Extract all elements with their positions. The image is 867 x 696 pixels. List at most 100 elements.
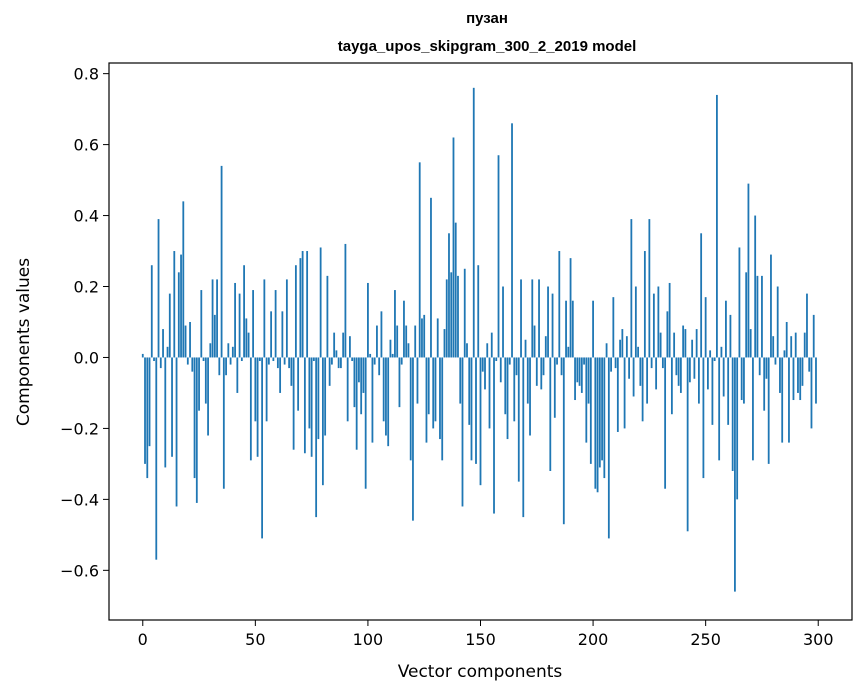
bar [623,357,626,429]
bar [310,357,313,457]
bar [571,300,574,358]
bar [698,357,700,404]
bar [389,339,392,358]
bar [355,357,358,450]
bar [351,357,354,362]
bar [346,357,349,422]
bar [308,357,311,429]
bar [810,357,813,429]
bar [470,357,473,461]
bar [340,357,342,369]
bar [632,357,635,397]
bar [711,357,714,425]
bar [502,286,504,358]
bar [409,357,412,461]
bar [725,300,727,358]
bar [578,357,581,386]
bar [216,279,218,358]
bar [589,357,592,464]
bar [594,357,597,489]
bar [634,286,637,358]
bar [504,357,507,415]
bar [204,357,207,404]
bar [551,293,554,358]
bar [657,286,660,358]
bar [157,219,160,358]
bar [729,314,732,358]
bar [394,290,396,358]
bar [646,357,649,404]
bar [337,357,340,369]
bar [716,94,718,358]
bar [661,357,664,369]
chart-title-line1: пузан [466,10,508,27]
bar [520,279,522,358]
bar [770,254,772,358]
bar [790,336,793,358]
bar [792,357,795,401]
bar [344,243,347,358]
bar [763,357,766,411]
bar [452,137,455,358]
bar [799,357,802,401]
bar [704,297,707,358]
bar [803,332,806,358]
bar [303,357,306,454]
bar [245,318,248,358]
bar [585,357,588,443]
bar [535,357,538,386]
bar [524,339,527,358]
bar [776,286,779,358]
bar [547,286,549,358]
bar [207,357,209,436]
bar [731,357,734,471]
bar [511,123,513,358]
bar [376,325,378,358]
bar [774,357,777,365]
bar [702,357,705,479]
bar [364,357,367,489]
bar [439,357,441,440]
bar [490,332,493,358]
bar [434,357,437,422]
bar [367,282,369,358]
bar [225,357,227,376]
bar [576,357,579,383]
bar [727,357,730,425]
bar [675,357,678,376]
bar [297,357,300,411]
bar [267,357,270,365]
bar [639,357,642,386]
bar [292,357,295,450]
x-tick-label: 100 [353,630,384,649]
bar [625,336,628,358]
bar [522,357,525,518]
bar [274,290,277,358]
bar [159,357,162,369]
bar [592,300,594,358]
bar [815,357,817,404]
bar [758,357,761,376]
bar [808,357,811,372]
bar [186,357,189,365]
bar [443,329,446,358]
bar [240,357,243,362]
bar [493,357,495,514]
bar [432,357,435,429]
bar [283,357,286,365]
bar [630,219,633,358]
y-tick-label: 0.0 [74,348,99,367]
bar [540,357,543,390]
bar [574,357,576,401]
bar [177,272,180,358]
bar [513,357,516,422]
bar [321,357,324,486]
bar [202,357,205,362]
bar [254,357,257,422]
bar [607,357,610,539]
bar [457,275,459,358]
bar [385,357,387,436]
bar [299,258,302,358]
bar [265,357,268,422]
